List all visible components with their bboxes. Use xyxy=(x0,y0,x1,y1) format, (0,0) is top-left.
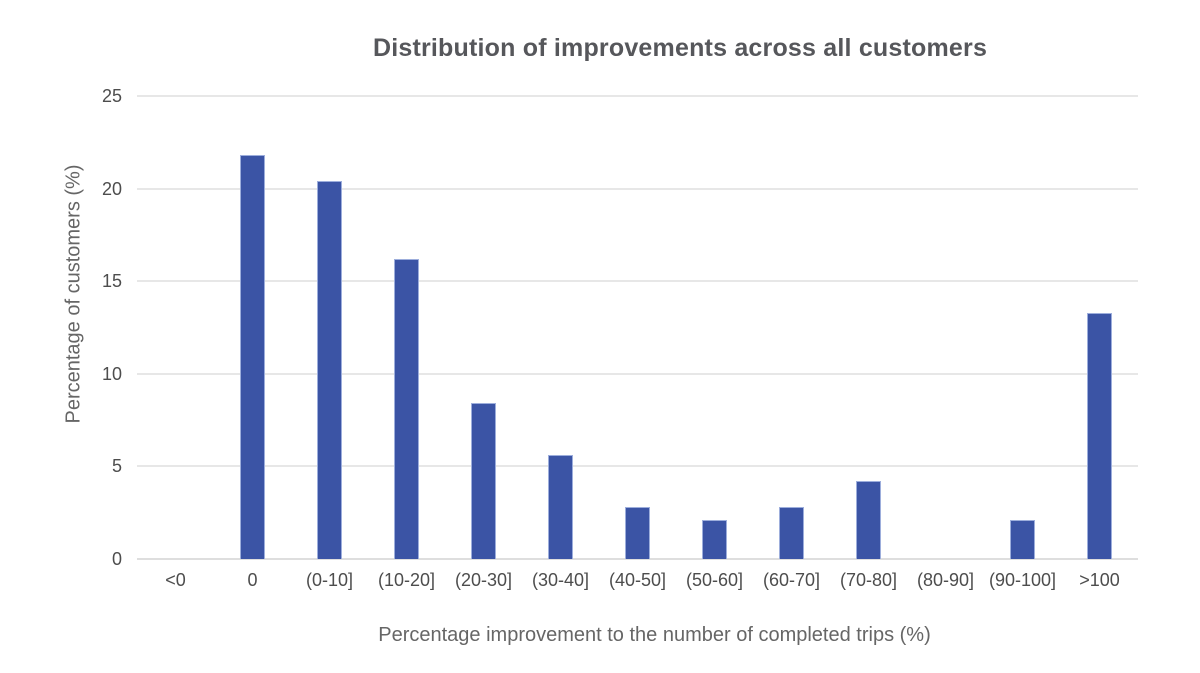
bar xyxy=(702,520,727,559)
y-tick-label: 5 xyxy=(111,456,122,477)
bar xyxy=(240,155,265,559)
y-tick-label: 20 xyxy=(101,178,122,199)
x-tick-label: <0 xyxy=(165,570,186,590)
x-axis-title: Percentage improvement to the number of … xyxy=(378,624,931,646)
plot-area xyxy=(137,95,1138,560)
gridline xyxy=(137,187,1138,190)
x-tick-label: (70-80] xyxy=(839,570,898,590)
x-tick-label: (90-100] xyxy=(988,570,1057,590)
y-tick-label: 15 xyxy=(101,271,122,292)
y-tick-label: 0 xyxy=(111,549,122,569)
gridline xyxy=(137,95,1138,97)
chart-title: Distribution of improvements across all … xyxy=(372,34,988,62)
x-tick-label: (80-90] xyxy=(916,570,975,590)
gridline xyxy=(137,280,1138,283)
gridline xyxy=(137,372,1138,375)
x-tick-label: (10-20] xyxy=(377,570,436,590)
bar xyxy=(394,258,419,559)
x-tick-label: (20-30] xyxy=(454,570,513,590)
x-tick-label: 0 xyxy=(247,570,258,590)
bar xyxy=(548,455,573,559)
x-tick-label: (0-10] xyxy=(305,570,354,590)
x-axis-line xyxy=(137,558,1138,560)
x-tick-label: (60-70] xyxy=(762,570,821,590)
y-tick-label: 25 xyxy=(101,86,122,106)
x-tick-label: (50-60] xyxy=(685,570,744,590)
bar xyxy=(779,507,804,559)
x-tick-label: (30-40] xyxy=(531,570,590,590)
bar xyxy=(856,481,881,559)
bar xyxy=(625,507,650,559)
bar xyxy=(471,403,496,559)
x-tick-label: >100 xyxy=(1079,570,1120,590)
x-tick-label: (40-50] xyxy=(608,570,667,590)
bar xyxy=(1087,312,1112,559)
y-tick-label: 10 xyxy=(101,363,122,384)
bar xyxy=(1010,520,1035,559)
bar xyxy=(317,181,342,559)
gridline xyxy=(137,465,1138,468)
